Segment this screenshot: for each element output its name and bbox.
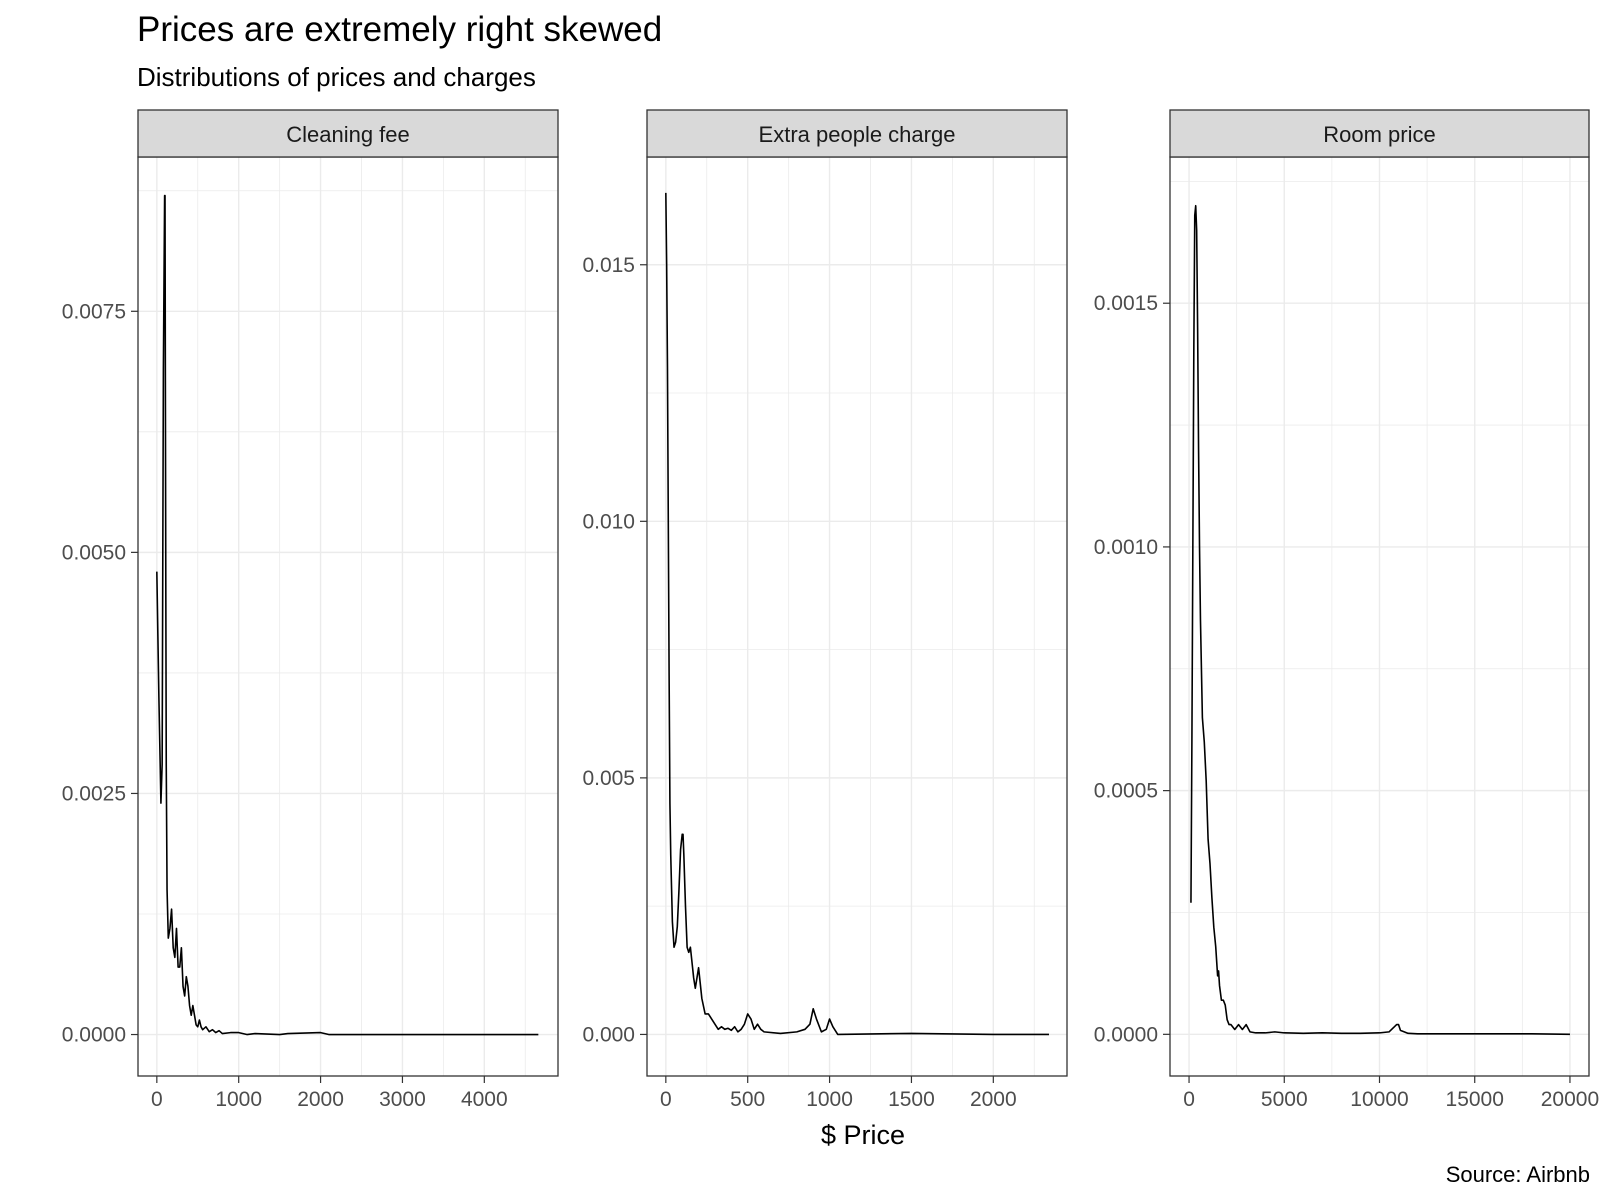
facet-strip-label: Room price	[1323, 122, 1435, 147]
y-tick-label: 0.000	[582, 1023, 635, 1046]
y-tick-label: 0.0005	[1094, 780, 1158, 803]
x-tick-label: 3000	[379, 1088, 426, 1111]
y-tick-label: 0.005	[582, 767, 635, 790]
x-tick-label: 5000	[1261, 1088, 1308, 1111]
density-line	[665, 192, 1049, 1036]
facet-strip	[1169, 109, 1590, 158]
y-tick-label: 0.0015	[1094, 292, 1158, 315]
x-tick-label: 2000	[970, 1088, 1017, 1111]
y-tick-label: 0.0000	[62, 1024, 126, 1047]
y-tick-label: 0.0075	[62, 300, 126, 323]
x-tick-label: 0	[1183, 1088, 1195, 1111]
panel-background	[138, 157, 558, 1076]
x-tick-label: 1500	[888, 1088, 935, 1111]
facet-strip	[137, 109, 559, 158]
x-tick-label: 4000	[461, 1088, 508, 1111]
x-axis-title: $ Price	[821, 1120, 905, 1150]
x-tick-label: 0	[660, 1088, 672, 1111]
x-tick-label: 1000	[806, 1088, 853, 1111]
chart-caption: Source: Airbnb	[1445, 1162, 1590, 1187]
facet-strip-label: Cleaning fee	[286, 122, 410, 147]
x-tick-label: 20000	[1541, 1088, 1599, 1111]
y-tick-label: 0.010	[582, 510, 635, 533]
x-tick-label: 2000	[297, 1088, 344, 1111]
chart-subtitle: Distributions of prices and charges	[137, 62, 536, 92]
facet-strip	[646, 109, 1068, 158]
y-tick-label: 0.0000	[1094, 1023, 1158, 1046]
x-tick-label: 500	[730, 1088, 765, 1111]
x-tick-label: 1000	[215, 1088, 262, 1111]
y-tick-label: 0.0050	[62, 541, 126, 564]
x-tick-label: 10000	[1350, 1088, 1408, 1111]
x-tick-label: 0	[151, 1088, 163, 1111]
density-line	[1190, 204, 1570, 1036]
y-tick-label: 0.015	[582, 254, 635, 277]
panel-background	[647, 157, 1067, 1076]
chart-title: Prices are extremely right skewed	[137, 10, 663, 49]
facet-strip-label: Extra people charge	[759, 122, 956, 147]
density-line	[156, 194, 539, 1036]
y-tick-label: 0.0010	[1094, 536, 1158, 559]
y-tick-label: 0.0025	[62, 782, 126, 805]
x-tick-label: 15000	[1446, 1088, 1504, 1111]
